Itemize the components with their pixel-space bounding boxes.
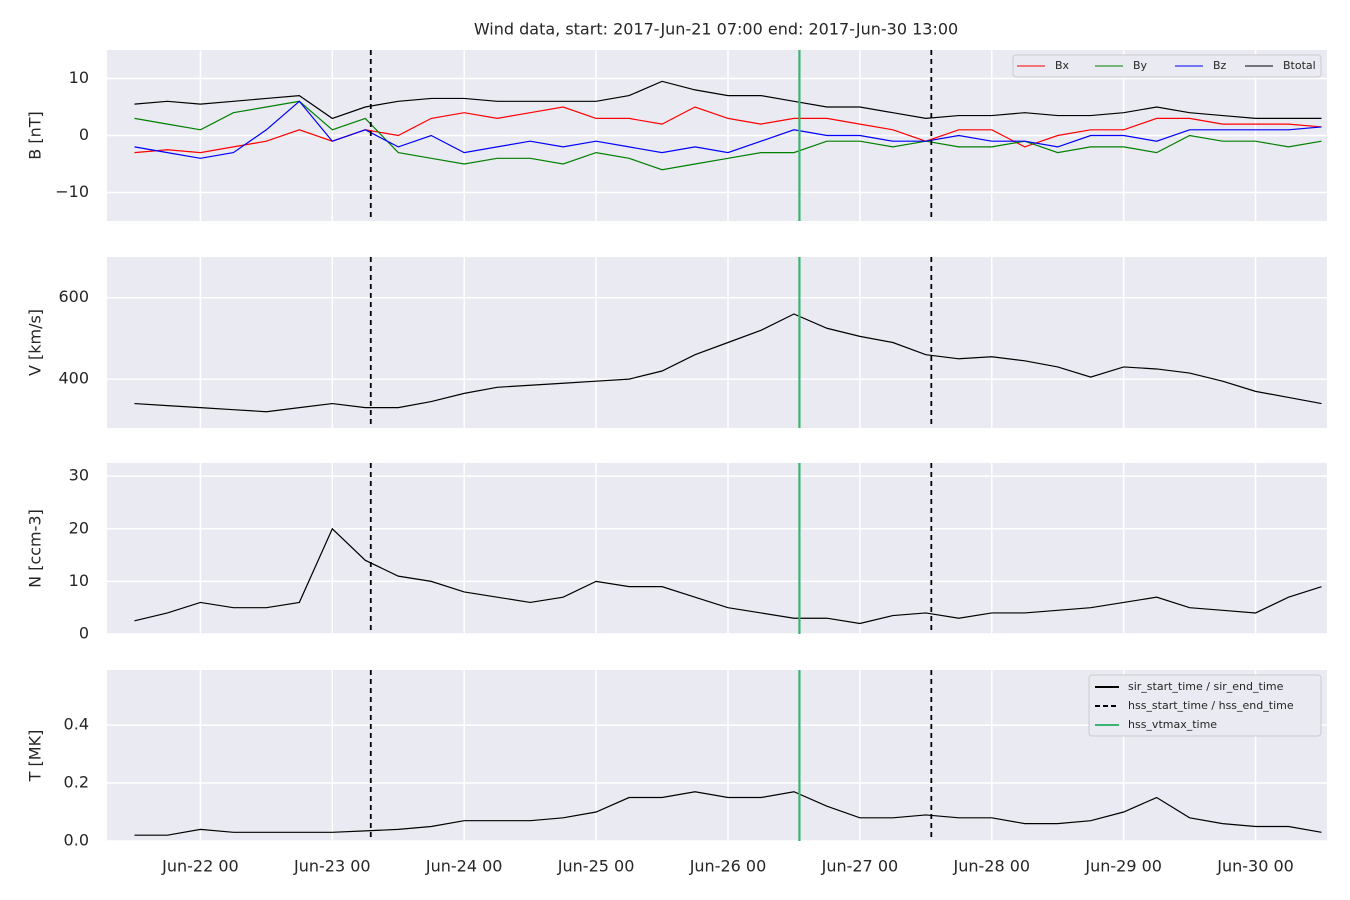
- x-tick-label: Jun-30 00: [1216, 857, 1294, 876]
- plot-area: [134, 313, 1322, 413]
- legend-label: sir_start_time / sir_end_time: [1128, 680, 1284, 693]
- plot-area: [134, 80, 1322, 171]
- data-line: [134, 100, 1322, 159]
- data-line: [134, 791, 1322, 836]
- legend-box: [1088, 674, 1322, 737]
- y-tick-label: 0.0: [64, 831, 89, 850]
- y-tick-label: −10: [55, 182, 89, 201]
- legend-label: hss_vtmax_time: [1128, 718, 1217, 731]
- y-tick-label: 0.2: [64, 773, 89, 792]
- y-tick-label: 30: [69, 466, 89, 485]
- y-axis-label: N [ccm-3]: [26, 509, 45, 588]
- plot-background: [107, 257, 1327, 428]
- y-tick-label: 600: [58, 287, 89, 306]
- y-tick-label: 0: [79, 125, 89, 144]
- y-tick-label: 10: [69, 68, 89, 87]
- x-tick-label: Jun-29 00: [1084, 857, 1162, 876]
- y-tick-label: 10: [69, 571, 89, 590]
- y-tick-label: 400: [58, 369, 89, 388]
- legend-label: Btotal: [1283, 59, 1316, 72]
- y-tick-label: 0: [79, 624, 89, 643]
- x-tick-label: Jun-24 00: [425, 857, 503, 876]
- y-axis-label: B [nT]: [26, 111, 45, 159]
- x-tick-label: Jun-27 00: [821, 857, 899, 876]
- x-tick-label: Jun-25 00: [557, 857, 635, 876]
- legend-label: Bz: [1213, 59, 1227, 72]
- legend-label: By: [1133, 59, 1148, 72]
- legend-box: [1012, 54, 1322, 78]
- chart-title: Wind data, start: 2017-Jun-21 07:00 end:…: [474, 20, 958, 39]
- x-tick-label: Jun-28 00: [952, 857, 1030, 876]
- legend-label: hss_start_time / hss_end_time: [1128, 699, 1294, 712]
- x-tick-label: Jun-23 00: [293, 857, 371, 876]
- data-line: [134, 80, 1322, 120]
- plot-area: [134, 527, 1322, 625]
- x-tick-label: Jun-26 00: [689, 857, 767, 876]
- plot-background: [107, 463, 1327, 634]
- y-axis-label: T [MK]: [26, 730, 45, 783]
- y-axis-label: V [km/s]: [26, 309, 45, 376]
- plot-area: [134, 791, 1322, 836]
- x-tick-label: Jun-22 00: [161, 857, 239, 876]
- y-tick-label: 20: [69, 518, 89, 537]
- y-tick-label: 0.4: [64, 715, 89, 734]
- legend-label: Bx: [1055, 59, 1070, 72]
- data-line: [134, 527, 1322, 625]
- data-line: [134, 313, 1322, 413]
- data-line: [134, 100, 1322, 171]
